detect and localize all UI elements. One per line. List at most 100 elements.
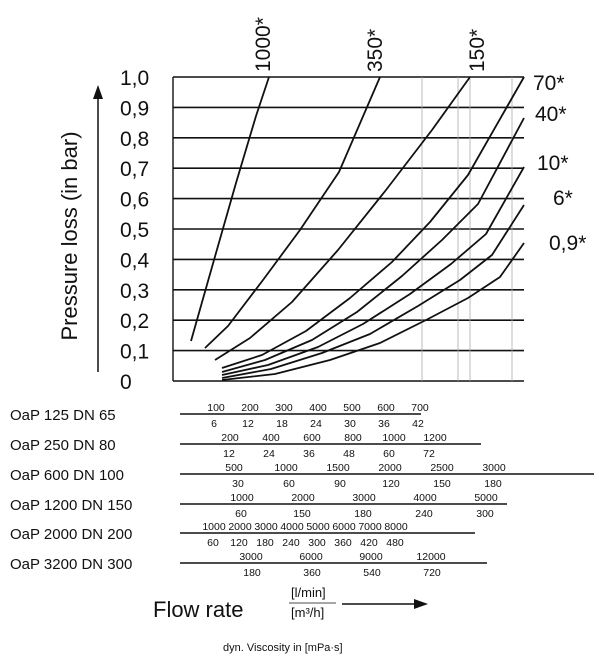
m3h-tick: 24 [310, 418, 322, 430]
lmin-tick: 4000 [280, 521, 304, 533]
m3h-tick: 72 [423, 448, 435, 460]
lmin-tick: 5000 [474, 492, 498, 504]
m3h-tick: 150 [293, 508, 311, 520]
curve-label: 10* [537, 152, 569, 175]
m3h-tick: 150 [433, 478, 451, 490]
y-tick-label: 0,1 [120, 341, 149, 364]
scale-row-name: OaP 600 DN 100 [10, 467, 124, 484]
m3h-tick: 120 [230, 537, 248, 549]
m3h-tick: 30 [344, 418, 356, 430]
m3h-tick: 18 [276, 418, 288, 430]
lmin-tick: 600 [303, 432, 321, 444]
viscosity-curve [221, 166, 525, 376]
m3h-tick: 6 [211, 418, 217, 430]
viscosity-curve [221, 76, 525, 369]
curve-label: 150* [466, 29, 489, 72]
m3h-tick: 30 [232, 478, 244, 490]
m3h-tick: 180 [243, 567, 261, 579]
flow-scale-layer: OaP 125 DN 65 100 200 300 400 500 600 700 6 12 18 2… [10, 402, 594, 579]
y-axis-arrow [93, 85, 103, 372]
m3h-tick: 720 [423, 567, 441, 579]
m3h-tick: 36 [303, 448, 315, 460]
curve-label: 6* [553, 187, 573, 210]
viscosity-curve [221, 204, 525, 379]
lmin-tick: 200 [241, 402, 259, 414]
lmin-tick: 1200 [423, 432, 447, 444]
lmin-tick: 2000 [378, 462, 402, 474]
m3h-tick: 240 [415, 508, 433, 520]
y-tick-label: 0,8 [120, 128, 149, 151]
lmin-tick: 1000 [274, 462, 298, 474]
m3h-tick: 60 [207, 537, 219, 549]
scale-row-name: OaP 2000 DN 200 [10, 526, 132, 543]
lmin-tick: 7000 [358, 521, 382, 533]
x-axis-arrow [342, 599, 428, 609]
m3h-tick: 300 [308, 537, 326, 549]
lmin-tick: 3000 [239, 551, 263, 563]
viscosity-footnote: dyn. Viscosity in [mPa·s] [223, 642, 343, 654]
lmin-tick: 2500 [430, 462, 454, 474]
m3h-tick: 60 [283, 478, 295, 490]
y-tick-label: 1,0 [120, 67, 149, 90]
lmin-tick: 500 [225, 462, 243, 474]
viscosity-curve [214, 76, 471, 361]
m3h-tick: 90 [334, 478, 346, 490]
x-unit-m3h: [m³/h] [291, 605, 324, 620]
m3h-tick: 180 [256, 537, 274, 549]
m3h-tick: 36 [378, 418, 390, 430]
m3h-tick: 12 [242, 418, 254, 430]
y-tick-label: 0,4 [120, 249, 150, 272]
scale-row-name: OaP 250 DN 80 [10, 437, 116, 454]
y-axis-label: Pressure loss (in bar) [57, 131, 82, 340]
lmin-tick: 3000 [352, 492, 376, 504]
m3h-tick: 42 [412, 418, 424, 430]
lmin-tick: 1000 [230, 492, 254, 504]
curve-layer [190, 76, 525, 381]
y-tick-label: 0 [120, 371, 132, 394]
y-tick-label: 0,3 [120, 280, 149, 303]
lmin-tick: 6000 [332, 521, 356, 533]
x-axis-label: Flow rate [153, 597, 243, 622]
viscosity-curve [190, 76, 270, 342]
x-unit-lmin: [l/min] [291, 585, 326, 600]
m3h-tick: 12 [223, 448, 235, 460]
m3h-tick: 300 [476, 508, 494, 520]
lmin-tick: 800 [344, 432, 362, 444]
m3h-tick: 240 [282, 537, 300, 549]
y-tick-label: 0,7 [120, 158, 149, 181]
lmin-tick: 300 [275, 402, 293, 414]
viscosity-curve [204, 76, 381, 349]
lmin-tick: 6000 [299, 551, 323, 563]
grid-layer [172, 76, 524, 382]
curve-label: 70* [533, 72, 565, 95]
m3h-tick: 480 [386, 537, 404, 549]
scale-row-name: OaP 125 DN 65 [10, 407, 116, 424]
lmin-tick: 3000 [254, 521, 278, 533]
lmin-tick: 700 [411, 402, 429, 414]
viscosity-curve [221, 242, 525, 381]
y-tick-label: 0,9 [120, 97, 149, 120]
scale-row-name: OaP 3200 DN 300 [10, 556, 132, 573]
curve-label: 1000* [252, 17, 275, 72]
lmin-tick: 400 [262, 432, 280, 444]
lmin-tick: 600 [377, 402, 395, 414]
lmin-tick: 500 [343, 402, 361, 414]
reference-lines [421, 77, 513, 381]
y-tick-label: 0,2 [120, 310, 149, 333]
viscosity-curve [221, 117, 525, 373]
lmin-tick: 2000 [228, 521, 252, 533]
m3h-tick: 120 [382, 478, 400, 490]
m3h-tick: 24 [263, 448, 275, 460]
lmin-tick: 1000 [382, 432, 406, 444]
lmin-tick: 5000 [306, 521, 330, 533]
m3h-tick: 180 [354, 508, 372, 520]
m3h-tick: 420 [360, 537, 378, 549]
m3h-tick: 360 [303, 567, 321, 579]
lmin-tick: 400 [309, 402, 327, 414]
m3h-tick: 48 [343, 448, 355, 460]
curve-label: 350* [364, 29, 387, 72]
m3h-tick: 60 [235, 508, 247, 520]
m3h-tick: 180 [484, 478, 502, 490]
